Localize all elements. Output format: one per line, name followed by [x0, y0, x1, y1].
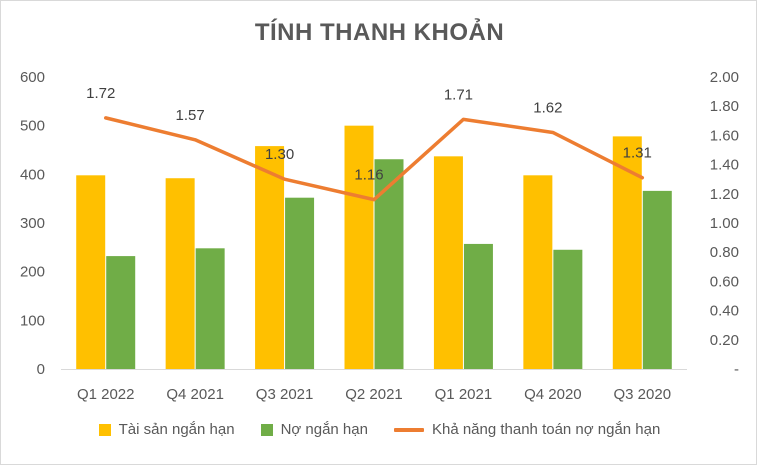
x-tick-label: Q3 2021 — [256, 386, 314, 403]
x-tick-label: Q3 2020 — [614, 386, 672, 403]
y-right-tick-label: 1.00 — [710, 215, 739, 232]
bar-liabilities — [463, 243, 493, 369]
y-left-tick-label: 100 — [20, 312, 45, 329]
legend-swatch-liabilities — [260, 423, 273, 436]
y-left-tick-label: 600 — [20, 69, 45, 86]
bar-liabilities — [195, 248, 225, 369]
bar-liabilities — [642, 190, 672, 369]
ratio-data-label: 1.62 — [533, 99, 562, 116]
y-left-tick-label: 400 — [20, 166, 45, 183]
ratio-data-label: 1.57 — [176, 107, 205, 124]
ratio-data-label: 1.16 — [354, 167, 383, 184]
ratio-data-label: 1.30 — [265, 146, 294, 163]
line-ratio — [103, 116, 645, 202]
bar-assets — [165, 178, 195, 369]
x-tick-label: Q4 2020 — [524, 386, 582, 403]
legend: Tài sản ngắn hạn Nợ ngắn hạn Khả năng th… — [1, 421, 757, 438]
y-right-tick-label: 0.40 — [710, 303, 739, 320]
legend-item-liabilities: Nợ ngắn hạn — [260, 421, 368, 438]
bar-liabilities — [285, 197, 315, 369]
bar-assets — [433, 156, 463, 369]
bar-assets — [344, 125, 374, 370]
bar-liabilities — [106, 256, 136, 369]
y-left-tick-label: 500 — [20, 118, 45, 135]
ratio-data-label: 1.31 — [623, 145, 652, 162]
bar-liabilities — [374, 159, 404, 369]
y-left-tick-label: 300 — [20, 215, 45, 232]
x-tick-label: Q1 2022 — [77, 386, 135, 403]
legend-label-liabilities: Nợ ngắn hạn — [280, 421, 368, 438]
y-right-tick-label: 0.20 — [710, 332, 739, 349]
bar-assets — [76, 175, 106, 369]
y-left-tick-label: 200 — [20, 264, 45, 281]
legend-label-ratio: Khả năng thanh toán nợ ngắn hạn — [431, 421, 661, 438]
bar-liabilities — [553, 249, 583, 369]
x-tick-label: Q4 2021 — [166, 386, 224, 403]
x-tick-label: Q1 2021 — [435, 386, 493, 403]
y-right-tick-label: 2.00 — [710, 69, 739, 86]
ratio-data-label: 1.72 — [86, 85, 115, 102]
bar-assets — [523, 175, 553, 369]
y-right-tick-label: 1.20 — [710, 186, 739, 203]
y-right-tick-label: 0.60 — [710, 273, 739, 290]
legend-swatch-assets — [98, 423, 111, 436]
x-tick-label: Q2 2021 — [345, 386, 403, 403]
y-right-tick-label: 1.80 — [710, 98, 739, 115]
y-right-tick-label: 1.60 — [710, 127, 739, 144]
ratio-data-label: 1.71 — [444, 86, 473, 103]
bar-assets — [255, 146, 285, 369]
legend-item-ratio: Khả năng thanh toán nợ ngắn hạn — [393, 421, 661, 438]
legend-label-assets: Tài sản ngắn hạn — [118, 421, 235, 438]
legend-swatch-ratio — [393, 427, 424, 432]
legend-item-assets: Tài sản ngắn hạn — [98, 421, 235, 438]
y-right-tick-label: 1.40 — [710, 157, 739, 174]
y-right-tick-label: - — [734, 361, 739, 378]
y-right-tick-label: 0.80 — [710, 244, 739, 261]
chart-title: TÍNH THANH KHOẢN — [254, 19, 505, 46]
y-left-tick-label: 0 — [37, 361, 45, 378]
